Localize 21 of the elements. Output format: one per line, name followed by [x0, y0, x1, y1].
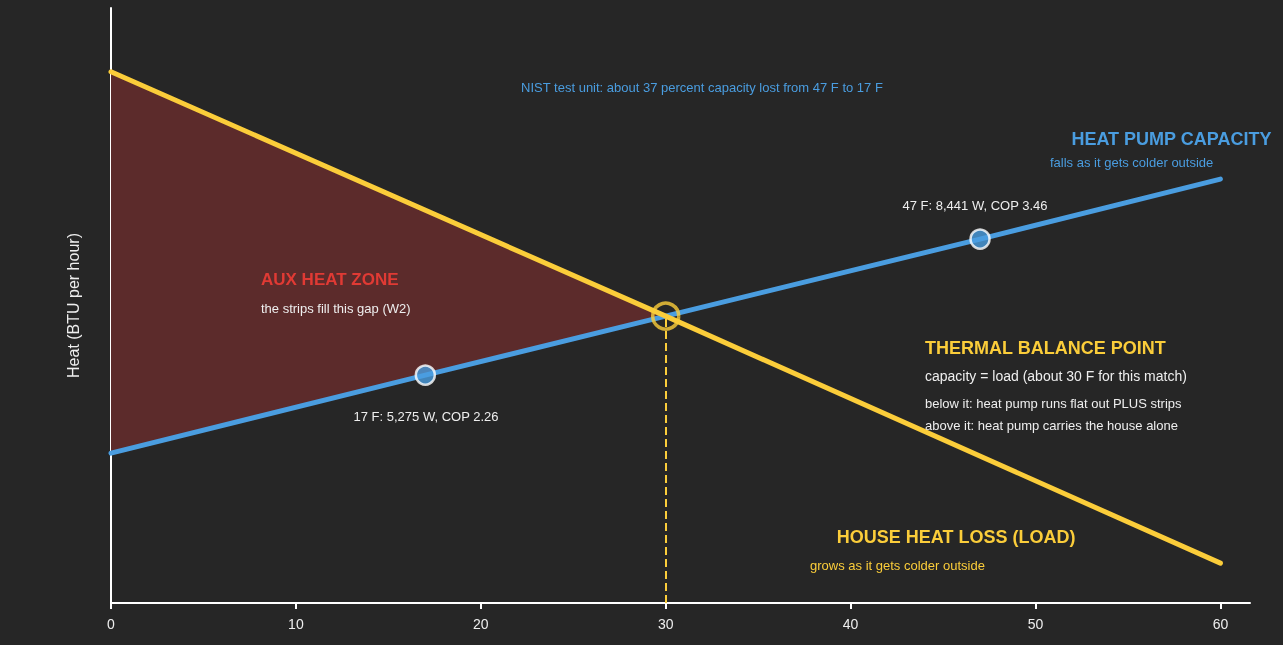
annotation: grows as it gets colder outside	[810, 557, 985, 573]
series-label: HOUSE HEAT LOSS (LOAD)	[836, 527, 1076, 548]
x-tick-label: 20	[473, 616, 489, 632]
annotation: falls as it gets colder outside	[1050, 154, 1214, 170]
x-tick-label: 60	[1212, 616, 1229, 632]
annotation: above it: heat pump carries the house alone	[925, 417, 1178, 433]
x-tick-label: 0	[107, 616, 116, 632]
x-tick-label: 50	[1027, 616, 1044, 632]
annotation: NIST test unit: about 37 percent capacity lost from 47 F to 17 F	[521, 79, 883, 95]
annotation: below it: heat pump runs flat out PLUS strips	[925, 395, 1183, 411]
annotation: THERMAL BALANCE POINT	[925, 338, 1166, 358]
text: HEAT PUMP CAPACITY	[1071, 129, 1272, 150]
x-tick-label: 10	[288, 616, 304, 632]
y-axis-title: Heat (BTU per hour)	[64, 233, 82, 378]
annotation: 17 F: 5,275 W, COP 2.26	[353, 408, 499, 424]
annotation: 47 F: 8,441 W, COP 3.46	[902, 197, 1048, 213]
annotation: AUX HEAT ZONE	[261, 269, 399, 289]
x-tick-label: 40	[842, 616, 859, 632]
annotation: the strips fill this gap (W2)	[261, 300, 411, 316]
annotation: capacity = load (about 30 F for this match)	[925, 368, 1187, 384]
x-tick-label: 30	[657, 616, 674, 632]
